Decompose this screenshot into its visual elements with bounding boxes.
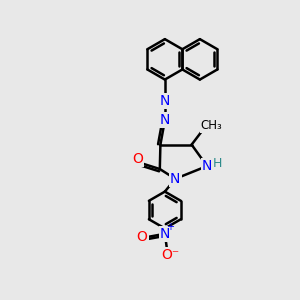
- Text: O: O: [132, 152, 143, 166]
- Text: N: N: [160, 94, 170, 108]
- Text: N: N: [160, 113, 170, 127]
- Text: CH₃: CH₃: [201, 119, 222, 132]
- Text: N: N: [170, 172, 181, 186]
- Text: N: N: [160, 227, 170, 241]
- Text: H: H: [213, 157, 222, 169]
- Text: N: N: [202, 159, 212, 173]
- Text: O⁻: O⁻: [162, 248, 180, 262]
- Text: +: +: [166, 222, 174, 232]
- Text: O: O: [136, 230, 147, 244]
